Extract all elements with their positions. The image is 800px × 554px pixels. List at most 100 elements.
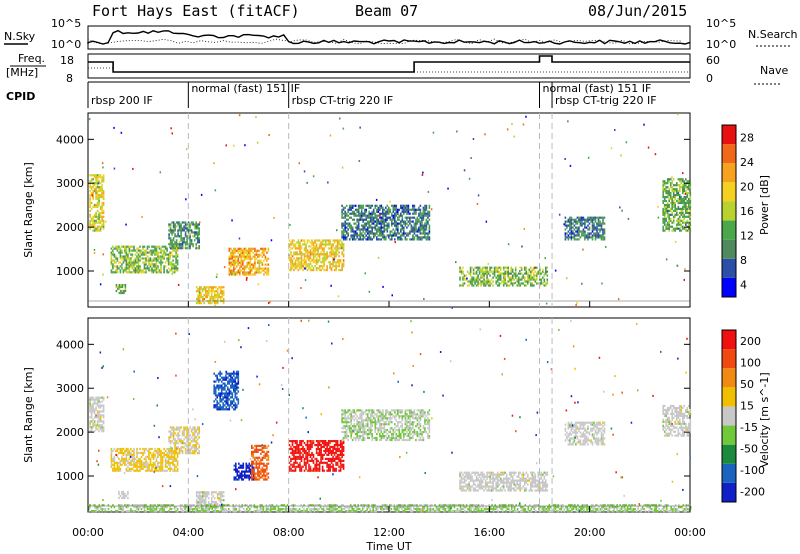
data-cell: [409, 232, 411, 235]
data-cell: [369, 204, 372, 207]
data-cell: [125, 463, 128, 466]
data-cell: [484, 272, 487, 275]
data-cell: [112, 249, 114, 252]
data-cell: [255, 462, 258, 465]
data-cell: [397, 224, 399, 227]
data-cell: [128, 269, 131, 272]
data-cell: [668, 180, 670, 183]
data-cell: [342, 230, 345, 233]
data-cell: [167, 257, 170, 260]
data-cell: [204, 491, 207, 494]
data-cell: [306, 181, 308, 184]
data-cell: [163, 267, 165, 270]
data-cell: [291, 463, 294, 466]
data-cell: [294, 261, 297, 264]
data-cell: [597, 232, 600, 235]
data-cell: [294, 442, 297, 445]
data-cell: [388, 226, 390, 229]
data-cell: [422, 232, 425, 235]
data-cell: [222, 386, 224, 389]
data-cell: [218, 294, 220, 297]
data-cell: [235, 476, 237, 479]
data-cell: [95, 188, 97, 191]
data-cell: [95, 182, 97, 185]
data-cell: [89, 410, 91, 413]
data-cell: [418, 218, 420, 221]
data-cell: [413, 226, 416, 229]
data-cell: [99, 213, 102, 216]
data-cell: [490, 278, 493, 281]
data-cell: [294, 467, 297, 470]
data-cell: [324, 257, 327, 260]
data-cell: [247, 474, 249, 477]
data-cell: [174, 448, 176, 451]
data-cell: [214, 406, 217, 409]
data-cell: [342, 265, 345, 268]
data-cell: [234, 273, 237, 276]
data-cell: [472, 270, 475, 273]
data-cell: [342, 263, 345, 266]
data-cell: [336, 457, 339, 460]
data-cell: [469, 272, 472, 275]
data-cell: [230, 269, 232, 272]
data-cell: [368, 290, 371, 293]
data-cell: [493, 274, 496, 277]
data-cell: [216, 404, 218, 407]
data-cell: [118, 457, 120, 460]
data-cell: [575, 230, 577, 233]
data-cell: [369, 218, 372, 221]
data-cell: [121, 265, 123, 268]
data-cell: [573, 218, 576, 221]
data-cell: [101, 428, 103, 431]
data-cell: [169, 241, 172, 244]
data-cell: [124, 459, 126, 462]
data-cell: [102, 422, 105, 425]
data-cell: [177, 438, 179, 441]
data-cell: [504, 276, 506, 279]
data-cell: [688, 180, 690, 183]
data-cell: [248, 255, 250, 258]
data-cell: [163, 257, 165, 260]
data-cell: [196, 233, 199, 236]
data-cell: [242, 267, 244, 270]
data-cell: [102, 227, 105, 230]
data-cell: [484, 282, 487, 285]
data-cell: [218, 499, 220, 502]
data-cell: [481, 282, 484, 285]
data-cell: [101, 186, 103, 189]
data-cell: [152, 249, 155, 252]
data-cell: [101, 203, 103, 207]
data-cell: [127, 469, 129, 472]
data-cell: [130, 265, 132, 268]
data-cell: [113, 259, 116, 262]
data-cell: [246, 253, 249, 256]
data-cell: [293, 253, 295, 256]
data-cell: [181, 430, 184, 433]
data-cell: [95, 203, 97, 207]
data-cell: [309, 469, 312, 472]
data-cell: [339, 442, 342, 445]
data-cell: [672, 178, 675, 181]
data-cell: [163, 251, 165, 254]
data-cell: [582, 232, 585, 235]
data-cell: [671, 205, 673, 208]
data-cell: [676, 213, 678, 216]
data-cell: [139, 245, 141, 248]
data-cell: [323, 255, 325, 258]
data-cell: [584, 234, 586, 237]
data-cell: [330, 459, 333, 462]
data-cell: [237, 402, 240, 405]
data-cell: [231, 394, 234, 397]
data-cell: [564, 220, 567, 223]
data-cell: [172, 438, 175, 441]
data-cell: [410, 220, 413, 223]
data-cell: [317, 239, 319, 242]
data-cell: [203, 286, 205, 289]
data-cell: [137, 261, 140, 264]
data-cell: [545, 268, 547, 271]
data-cell: [239, 261, 241, 264]
data-cell: [484, 284, 487, 287]
data-cell: [315, 461, 318, 464]
data-cell: [329, 134, 332, 137]
data-cell: [683, 186, 686, 189]
